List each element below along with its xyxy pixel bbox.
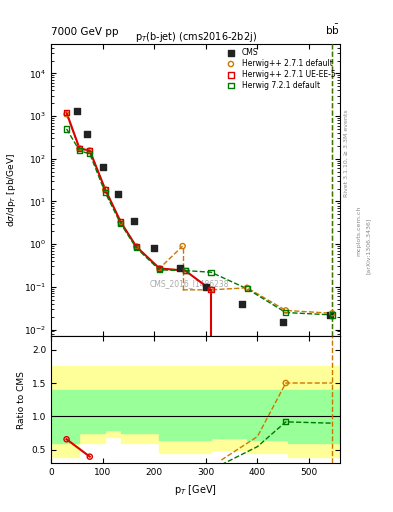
Point <box>63 435 70 443</box>
Herwig++ 2.7.1 UE-EE-5 <box>118 218 124 226</box>
Legend: CMS, Herwig++ 2.7.1 default, Herwig++ 2.7.1 UE-EE-5, Herwig 7.2.1 default: CMS, Herwig++ 2.7.1 default, Herwig++ 2.… <box>221 46 338 92</box>
Herwig++ 2.7.1 default <box>86 146 93 155</box>
Y-axis label: Ratio to CMS: Ratio to CMS <box>17 371 26 429</box>
CMS <box>74 107 80 115</box>
Herwig++ 2.7.1 UE-EE-5 <box>86 146 93 155</box>
Herwig++ 2.7.1 UE-EE-5 <box>133 242 140 250</box>
Herwig++ 2.7.1 default <box>156 264 163 272</box>
CMS <box>177 264 183 272</box>
Herwig 7.2.1 default <box>133 244 140 252</box>
Y-axis label: d$\sigma$/dp$_T$ [pb/GeV]: d$\sigma$/dp$_T$ [pb/GeV] <box>6 153 18 227</box>
Text: CMS_2016_I1486238: CMS_2016_I1486238 <box>150 279 230 288</box>
Herwig++ 2.7.1 default <box>118 218 124 226</box>
Herwig 7.2.1 default <box>118 220 124 228</box>
Herwig++ 2.7.1 default <box>329 309 335 317</box>
CMS <box>203 283 209 291</box>
CMS <box>327 311 333 319</box>
Herwig 7.2.1 default <box>63 125 70 133</box>
Herwig 7.2.1 default <box>102 188 108 197</box>
Herwig++ 2.7.1 default <box>244 284 250 292</box>
Title: p$_T$(b-jet) (cms2016-2b2j): p$_T$(b-jet) (cms2016-2b2j) <box>134 30 257 44</box>
CMS <box>239 300 245 308</box>
Herwig++ 2.7.1 default <box>76 144 83 153</box>
Herwig++ 2.7.1 default <box>180 242 186 250</box>
Text: mcplots.cern.ch: mcplots.cern.ch <box>357 205 362 255</box>
Herwig++ 2.7.1 default <box>63 110 70 118</box>
Herwig++ 2.7.1 UE-EE-5 <box>208 286 214 294</box>
X-axis label: p$_T$ [GeV]: p$_T$ [GeV] <box>174 483 217 497</box>
Herwig++ 2.7.1 UE-EE-5 <box>156 264 163 272</box>
Herwig++ 2.7.1 UE-EE-5 <box>182 267 188 275</box>
Herwig 7.2.1 default <box>182 267 188 275</box>
Herwig 7.2.1 default <box>244 285 250 293</box>
Herwig 7.2.1 default <box>86 150 93 158</box>
Text: b$\mathregular{\bar{b}}$: b$\mathregular{\bar{b}}$ <box>325 23 340 37</box>
Herwig++ 2.7.1 default <box>133 242 140 250</box>
CMS <box>115 190 121 198</box>
Herwig 7.2.1 default <box>76 146 83 155</box>
CMS <box>280 318 286 326</box>
Herwig++ 2.7.1 default <box>208 286 214 294</box>
Herwig++ 2.7.1 UE-EE-5 <box>76 144 83 153</box>
Herwig++ 2.7.1 default <box>283 306 289 314</box>
Text: 7000 GeV pp: 7000 GeV pp <box>51 27 119 37</box>
Point <box>283 379 289 387</box>
Herwig++ 2.7.1 default <box>102 185 108 194</box>
Herwig 7.2.1 default <box>283 308 289 316</box>
Point <box>283 418 289 426</box>
Text: [arXiv:1306.3436]: [arXiv:1306.3436] <box>365 218 371 274</box>
CMS <box>99 163 106 171</box>
CMS <box>84 130 90 138</box>
Herwig 7.2.1 default <box>208 268 214 276</box>
CMS <box>130 217 137 225</box>
Text: Rivet 3.1.10, ≥ 3.3M events: Rivet 3.1.10, ≥ 3.3M events <box>344 110 349 198</box>
Point <box>86 453 93 461</box>
Herwig 7.2.1 default <box>329 311 335 319</box>
Herwig++ 2.7.1 UE-EE-5 <box>63 109 70 117</box>
CMS <box>151 244 157 252</box>
Herwig 7.2.1 default <box>156 266 163 274</box>
Herwig++ 2.7.1 UE-EE-5 <box>102 185 108 194</box>
